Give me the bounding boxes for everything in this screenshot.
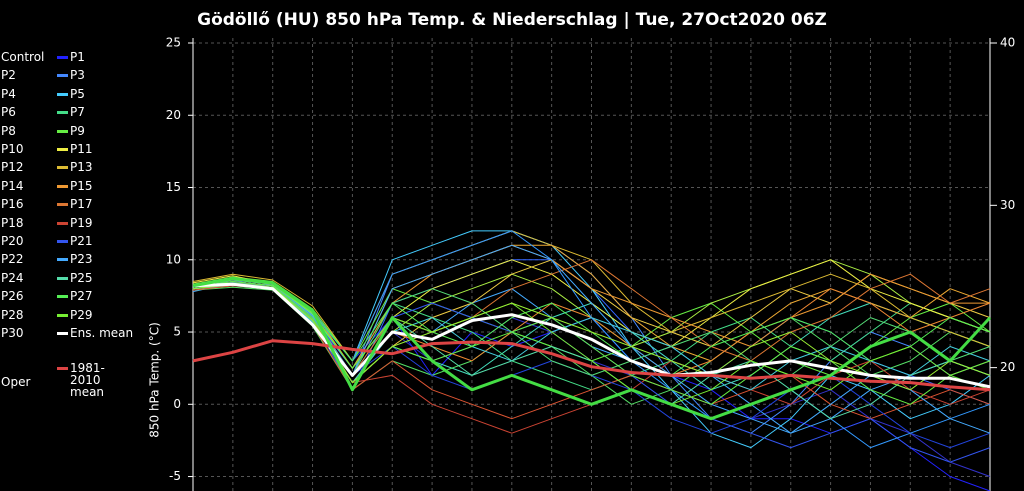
legend-label: P13 (70, 160, 93, 175)
legend-label: P1 (70, 50, 85, 64)
legend-swatch (57, 92, 68, 96)
legend-label: P4 (1, 86, 16, 101)
legend-swatch (57, 221, 68, 225)
y-tick-label: 5 (173, 325, 181, 339)
legend-swatch (57, 276, 68, 280)
legend-swatch (57, 295, 68, 299)
legend-label: P10 (1, 142, 24, 156)
legend-label: P11 (70, 142, 93, 156)
legend-label: P17 (70, 197, 93, 212)
chart-title: Gödöllő (HU) 850 hPa Temp. & Niederschla… (197, 10, 827, 30)
y2-tick-label: 40 (1000, 36, 1015, 50)
y-tick-label: -5 (169, 469, 181, 483)
legend-label: P15 (70, 178, 93, 193)
y-tick-label: 20 (166, 108, 181, 122)
legend-swatch (57, 56, 68, 59)
legend-label: P16 (1, 197, 24, 212)
legend-swatch (57, 258, 68, 262)
series-line (192, 279, 991, 420)
legend-swatch (57, 240, 68, 243)
legend-label: P19 (70, 215, 93, 230)
legend-swatch (57, 366, 68, 370)
legend-swatch (57, 203, 68, 207)
series-line (192, 339, 991, 392)
legend-label: P28 (1, 307, 24, 322)
legend-label: P30 (1, 326, 24, 340)
legend-label: P18 (1, 215, 24, 230)
legend-label: P5 (70, 86, 85, 101)
legend-swatch (57, 74, 68, 78)
legend-label: P26 (1, 289, 24, 304)
legend-label: P22 (1, 252, 24, 267)
legend-label: Oper (1, 374, 31, 389)
legend-swatch (57, 184, 68, 188)
legend-label: P20 (1, 234, 24, 248)
legend-label: 1981-2010 mean (70, 360, 105, 399)
legend-label: Control (1, 50, 45, 64)
legend-label: P12 (1, 160, 24, 175)
y-tick-label: 10 (166, 252, 181, 266)
legend-swatch (57, 148, 68, 151)
legend-label: P6 (1, 105, 16, 120)
legend-label: P14 (1, 178, 24, 193)
y-tick-label: 0 (173, 397, 181, 411)
legend-label: P23 (70, 252, 93, 267)
legend-swatch (57, 129, 68, 133)
legend-label: P9 (70, 123, 85, 138)
y2-tick-label: 30 (1000, 198, 1015, 212)
legend-label: P7 (70, 105, 85, 120)
legend-label: P2 (1, 68, 16, 83)
legend-label: P29 (70, 307, 93, 322)
legend-label: P24 (1, 270, 24, 285)
legend-swatch (57, 111, 68, 115)
legend-label: P27 (70, 289, 93, 304)
y2-tick-label: 20 (1000, 360, 1015, 374)
y-tick-label: 25 (166, 36, 181, 50)
legend-swatch (57, 166, 68, 170)
legend-label: P3 (70, 68, 85, 83)
legend-label: P21 (70, 234, 93, 248)
legend-label: P8 (1, 123, 16, 138)
legend-swatch (57, 332, 68, 335)
legend-label: Ens. mean (70, 326, 134, 340)
y-tick-label: 15 (166, 180, 181, 194)
legend-swatch (57, 313, 68, 317)
series-line (192, 282, 991, 389)
legend-label: P25 (70, 270, 93, 285)
y-axis-label: 850 hPa Temp. (°C) (148, 322, 162, 438)
series-line (192, 277, 992, 421)
